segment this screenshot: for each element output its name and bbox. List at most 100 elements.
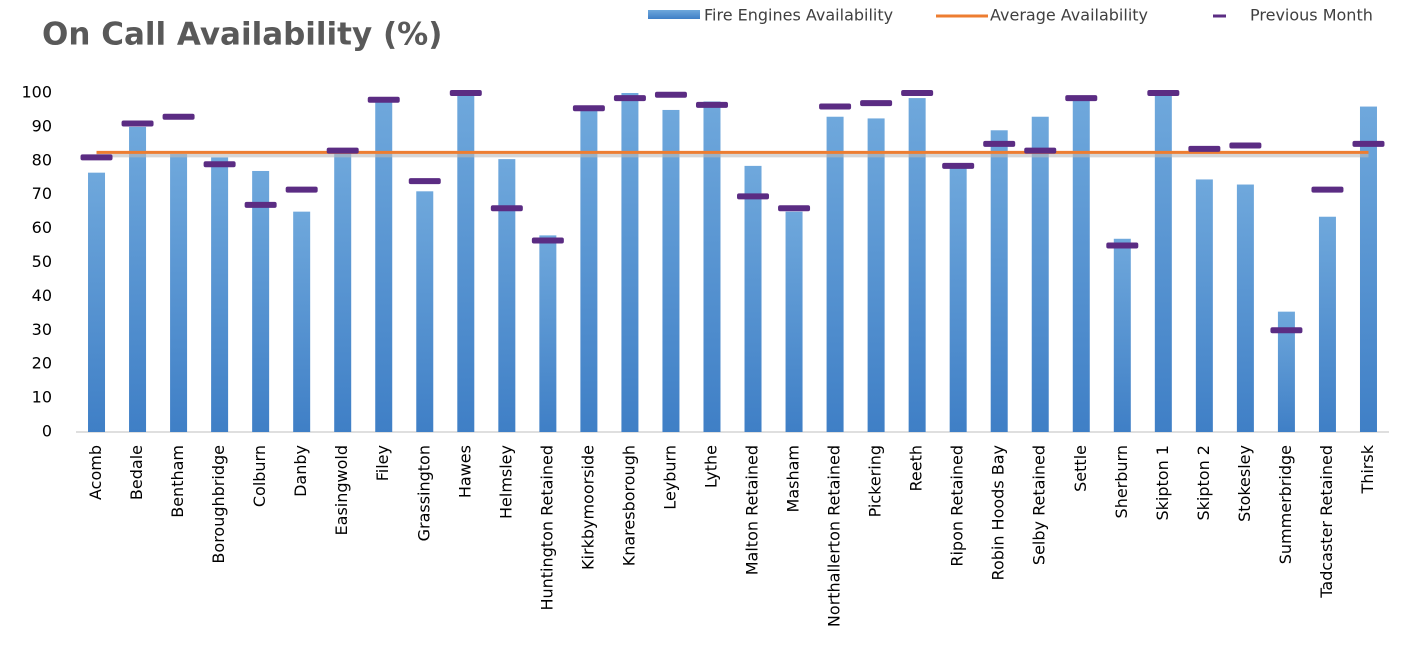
bar	[867, 118, 885, 433]
x-tick-label: Helmsley	[496, 445, 515, 519]
x-tick-label: Filey	[373, 445, 392, 481]
bar	[662, 109, 680, 432]
legend-label: Previous Month	[1250, 6, 1373, 25]
bar	[1031, 116, 1049, 432]
bar	[252, 170, 270, 432]
y-tick-label: 10	[32, 388, 52, 407]
bar	[744, 165, 762, 432]
bar	[1113, 238, 1131, 432]
previous-month-marker	[326, 147, 359, 154]
previous-month-marker	[121, 120, 154, 127]
previous-month-marker	[408, 178, 441, 185]
bar	[88, 172, 106, 433]
previous-month-marker	[778, 205, 811, 212]
legend-label: Average Availability	[990, 6, 1148, 25]
bar	[703, 101, 721, 432]
previous-month-marker	[367, 96, 400, 103]
bar	[621, 93, 639, 432]
bar	[1318, 216, 1336, 432]
x-tick-label: Huntington Retained	[537, 445, 556, 611]
bar	[990, 130, 1008, 433]
x-tick-label: Thirsk	[1358, 444, 1377, 494]
previous-month-marker	[490, 205, 523, 212]
y-tick-label: 80	[32, 150, 52, 169]
bar	[211, 157, 229, 432]
bar	[539, 235, 557, 432]
x-tick-label: Knaresborough	[619, 445, 638, 566]
y-tick-label: 20	[32, 354, 52, 373]
x-tick-label: Grassington	[414, 445, 433, 541]
x-tick-label: Settle	[1071, 445, 1090, 492]
previous-month-marker	[737, 193, 770, 200]
previous-month-marker	[1106, 242, 1139, 249]
x-tick-label: Danby	[291, 445, 310, 497]
bar	[293, 211, 311, 432]
previous-month-marker	[1229, 142, 1262, 149]
previous-month-marker	[1352, 140, 1385, 147]
y-tick-label: 40	[32, 286, 52, 305]
legend-swatch	[648, 10, 700, 19]
previous-month-marker	[901, 90, 934, 96]
bar	[1236, 184, 1254, 432]
previous-month-marker	[572, 105, 605, 112]
x-tick-label: Robin Hoods Bay	[989, 445, 1008, 580]
previous-month-marker	[244, 201, 277, 208]
y-tick-label: 30	[32, 320, 52, 339]
x-tick-label: Ripon Retained	[948, 445, 967, 567]
x-tick-label: Bedale	[127, 445, 146, 500]
previous-month-marker	[1188, 145, 1221, 152]
x-tick-label: Summerbridge	[1276, 445, 1295, 564]
bar	[826, 116, 844, 432]
y-tick-label: 90	[32, 116, 52, 135]
x-tick-label: Leyburn	[660, 445, 679, 510]
previous-month-marker	[942, 162, 975, 169]
bar	[785, 211, 803, 432]
bar	[1359, 106, 1377, 432]
x-tick-label: Masham	[784, 445, 803, 512]
previous-month-marker	[285, 186, 318, 193]
x-tick-label: Boroughbridge	[209, 445, 228, 564]
bar	[949, 167, 967, 432]
bar	[375, 99, 393, 432]
bar	[580, 109, 598, 432]
bar	[1072, 99, 1090, 432]
x-tick-label: Kirkbymoorside	[578, 445, 597, 570]
previous-month-marker	[203, 161, 236, 168]
bar	[908, 98, 926, 433]
bar	[170, 154, 188, 432]
chart-title: On Call Availability (%)	[42, 17, 442, 53]
bar	[1277, 311, 1295, 432]
previous-month-marker	[860, 100, 893, 107]
x-tick-label: Skipton 2	[1194, 445, 1213, 521]
previous-month-marker	[613, 95, 646, 102]
x-tick-label: Skipton 1	[1153, 445, 1172, 521]
previous-month-marker	[162, 113, 195, 120]
x-tick-label: Lythe	[701, 445, 720, 488]
previous-month-marker	[1311, 186, 1344, 193]
x-tick-label: Reeth	[907, 445, 926, 492]
bar	[457, 93, 475, 432]
y-tick-label: 60	[32, 218, 52, 237]
previous-month-marker	[819, 103, 852, 110]
x-tick-label: Acomb	[86, 445, 105, 500]
x-tick-label: Colburn	[250, 445, 269, 507]
bar	[498, 159, 516, 433]
x-tick-label: Tadcaster Retained	[1317, 445, 1336, 599]
previous-month-marker	[1147, 90, 1180, 96]
x-tick-label: Easingwold	[332, 445, 351, 535]
x-tick-label: Sherburn	[1112, 445, 1131, 518]
x-tick-label: Stokesley	[1235, 445, 1254, 522]
legend-label: Fire Engines Availability	[704, 6, 893, 25]
previous-month-marker	[983, 140, 1016, 147]
previous-month-marker	[695, 101, 728, 108]
y-tick-label: 70	[32, 184, 52, 203]
y-tick-label: 100	[21, 83, 52, 102]
previous-month-marker	[654, 91, 687, 98]
y-tick-label: 0	[42, 422, 52, 441]
x-tick-label: Malton Retained	[743, 445, 762, 575]
x-tick-label: Bentham	[168, 445, 187, 518]
x-tick-label: Selby Retained	[1030, 445, 1049, 565]
previous-month-marker	[1270, 327, 1303, 334]
previous-month-marker	[80, 154, 113, 161]
